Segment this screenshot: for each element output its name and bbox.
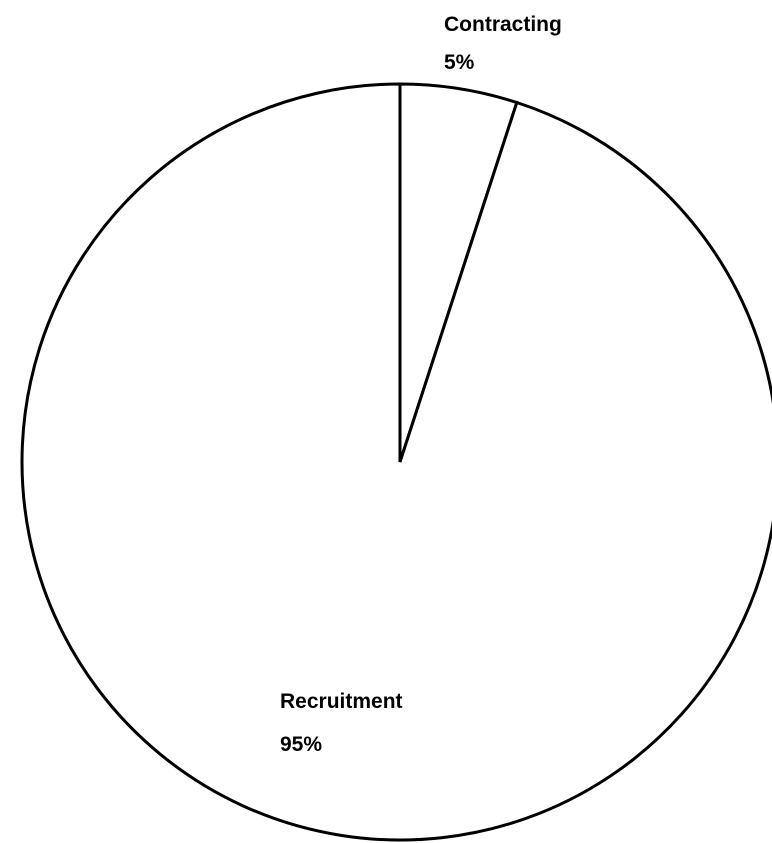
pie-slices [20, 82, 772, 842]
slice-value-contracting: 5% [444, 51, 475, 74]
slice-label-recruitment: Recruitment [280, 690, 403, 713]
slice-label-contracting: Contracting [444, 13, 562, 36]
pie-slice-recruitment [20, 82, 772, 842]
slice-value-recruitment: 95% [280, 733, 322, 756]
